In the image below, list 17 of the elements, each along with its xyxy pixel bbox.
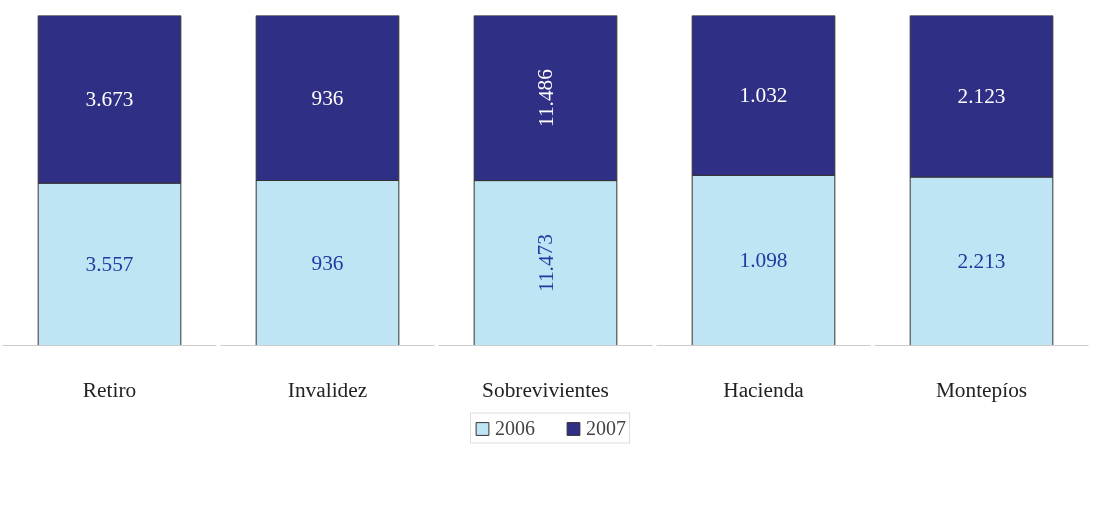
data-label: 2.123 bbox=[957, 84, 1006, 109]
legend-label: 2006 bbox=[495, 416, 535, 440]
x-tick-label: Montepíos bbox=[935, 377, 1028, 402]
data-label: 936 bbox=[311, 251, 344, 275]
data-label: 11.486 bbox=[533, 68, 558, 127]
data-label: 2.213 bbox=[957, 249, 1006, 274]
data-label: 1.032 bbox=[739, 83, 788, 108]
data-label: 3.673 bbox=[85, 87, 134, 112]
x-tick-label: Retiro bbox=[82, 377, 137, 402]
data-label: 11.473 bbox=[533, 234, 558, 292]
data-label: 936 bbox=[311, 86, 344, 110]
data-label: 1.098 bbox=[739, 248, 788, 273]
x-tick-label: Invalidez bbox=[287, 377, 368, 402]
x-tick-label: Hacienda bbox=[723, 377, 805, 402]
data-label: 3.557 bbox=[85, 252, 134, 277]
legend-label: 2007 bbox=[586, 416, 626, 440]
x-tick-label: Sobrevivientes bbox=[482, 377, 609, 402]
